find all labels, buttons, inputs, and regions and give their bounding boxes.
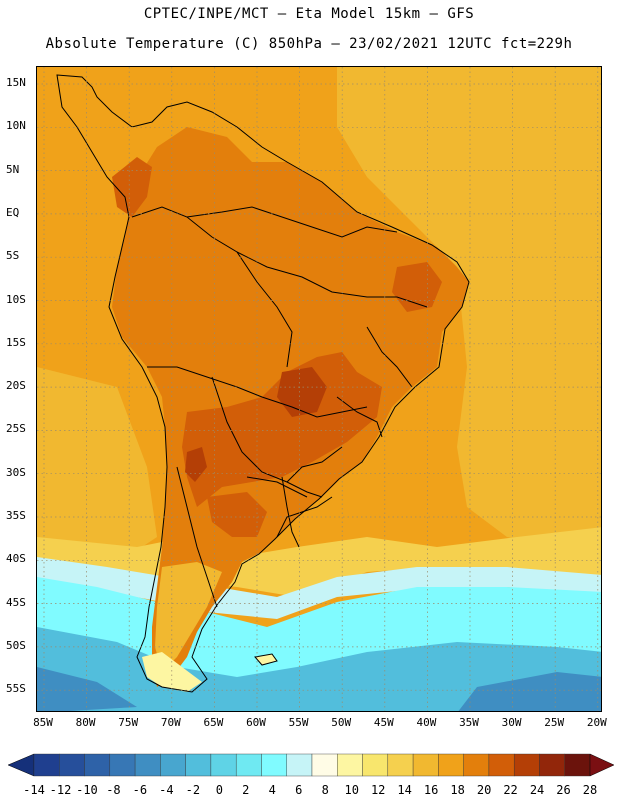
lon-label: 40W [416, 716, 437, 729]
lon-label: 20W [586, 716, 607, 729]
lon-label: 45W [373, 716, 394, 729]
falkland-islands [254, 653, 278, 666]
colorbar-tick-label: -10 [76, 783, 98, 797]
colorbar [7, 753, 615, 777]
chart-title-line-1: CPTEC/INPE/MCT – Eta Model 15km – GFS [143, 6, 475, 22]
colorbar-swatch [513, 753, 540, 777]
map-panel [36, 66, 602, 712]
cold-field-deep [37, 667, 601, 711]
colorbar-swatch [59, 753, 85, 777]
lat-label: 5N [6, 162, 20, 176]
colorbar-swatch [160, 753, 186, 777]
colorbar-swatch [210, 753, 237, 777]
colorbar-tick-label: 16 [423, 783, 439, 797]
lat-label: 20S [6, 379, 26, 393]
lat-label: 25S [6, 422, 26, 436]
colorbar-swatch [463, 753, 490, 777]
colorbar-tick-label: 14 [397, 783, 412, 797]
coastlines-borders [56, 74, 470, 693]
lon-label: 60W [246, 716, 266, 729]
colorbar-swatch [337, 753, 363, 777]
colorbar-swatch [109, 753, 136, 777]
colorbar-tick-label: 0 [215, 783, 223, 797]
colorbar-swatch [311, 753, 338, 777]
colorbar-under-triangle [7, 753, 35, 777]
lat-label: 5S [6, 249, 20, 263]
colorbar-swatch [261, 753, 287, 777]
lon-label: 30W [501, 716, 522, 729]
colorbar-swatch [286, 753, 313, 777]
lat-label: 55S [6, 682, 26, 696]
lat-label: 45S [6, 595, 26, 609]
lat-label: 30S [6, 465, 26, 479]
colorbar-tick-label: -2 [185, 783, 201, 797]
colorbar-swatch [564, 753, 591, 777]
colorbar-tick-label: -6 [132, 783, 148, 797]
colorbar-tick-label: 12 [370, 783, 386, 797]
lon-label: 50W [331, 716, 352, 729]
temperature-map [37, 67, 601, 711]
lon-label: 25W [544, 716, 565, 729]
lon-label: 65W [203, 716, 224, 729]
colorbar-swatch [33, 753, 60, 777]
hot-argentina-pampa [207, 492, 267, 537]
lat-label: 10N [6, 119, 26, 133]
colorbar-tick-label: 10 [344, 783, 359, 797]
lat-label: 40S [6, 552, 26, 566]
colorbar-swatch [539, 753, 565, 777]
colorbar-tick-label: -14 [23, 783, 45, 797]
lon-label: 80W [75, 716, 96, 729]
extreme-core [185, 367, 327, 482]
colorbar-swatch [362, 753, 389, 777]
colorbar-swatch [488, 753, 515, 777]
lat-label: 15N [6, 76, 26, 89]
lon-label: 55W [288, 716, 309, 729]
hot-interior-core [182, 352, 382, 507]
colorbar-swatch [185, 753, 212, 777]
colorbar-tick-label: 6 [295, 783, 303, 797]
colorbar-tick-label: 26 [556, 783, 571, 797]
lon-label: 75W [118, 716, 139, 729]
colorbar-swatch [84, 753, 111, 777]
colorbar-swatch [387, 753, 414, 777]
colorbar-swatch [438, 753, 464, 777]
colorbar-tick-label: 8 [321, 783, 329, 797]
colorbar-tick-label: -4 [159, 783, 174, 797]
colorbar-tick-label: 22 [503, 783, 518, 797]
colorbar-tick-label: -12 [49, 783, 72, 797]
colorbar-swatch [412, 753, 439, 777]
hot-north-andes [112, 157, 152, 217]
colorbar-swatch [134, 753, 161, 777]
colorbar-tick-label: 18 [450, 783, 465, 797]
ocean-field-mid-east [337, 67, 601, 547]
ocean-field-mid-west [37, 367, 157, 557]
colorbar-over-triangle [589, 753, 615, 777]
lat-label: 50S [6, 638, 26, 652]
lon-label: 85W [33, 716, 53, 729]
lat-label: 35S [6, 509, 26, 522]
colorbar-tick-label: -8 [106, 783, 121, 797]
colorbar-tick-label: 28 [582, 783, 598, 797]
colorbar-tick-label: 20 [476, 783, 492, 797]
colorbar-tick-label: 4 [268, 783, 276, 797]
lat-label: 10S [6, 292, 26, 306]
southern-tip-cold [142, 652, 202, 692]
lat-label: EQ [6, 205, 20, 219]
colorbar-tick-label: 2 [242, 783, 250, 797]
colorbar-swatch [235, 753, 262, 777]
lon-label: 70W [160, 716, 181, 729]
colorbar-tick-label: 24 [529, 783, 545, 797]
chart-title-line-2: Absolute Temperature (C) 850hPa – 23/02/… [45, 36, 573, 52]
lat-label: 15S [6, 335, 26, 349]
lon-label: 35W [459, 716, 479, 729]
